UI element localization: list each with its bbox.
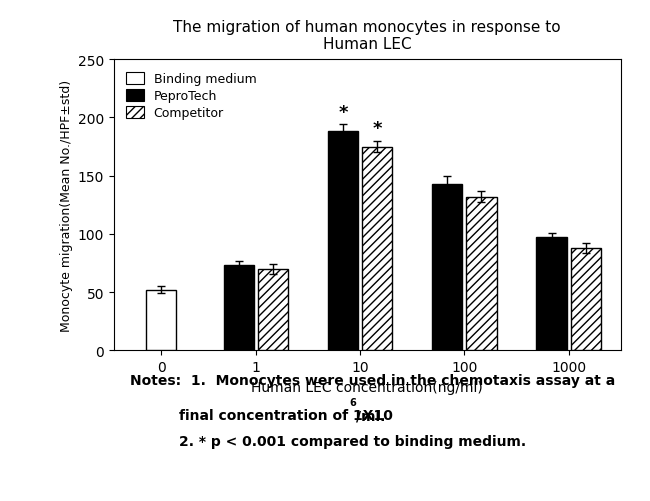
Text: 2. * p < 0.001 compared to binding medium.: 2. * p < 0.001 compared to binding mediu… <box>179 434 526 448</box>
Text: Notes:  1.  Monocytes were used in the chemotaxis assay at a: Notes: 1. Monocytes were used in the che… <box>130 373 616 387</box>
Bar <box>432 184 463 351</box>
Bar <box>224 266 254 351</box>
Bar <box>328 132 358 351</box>
Bar <box>571 248 601 351</box>
Text: /ml.: /ml. <box>356 408 385 422</box>
Text: *: * <box>339 104 348 122</box>
X-axis label: Human LEC concentration(ng/ml): Human LEC concentration(ng/ml) <box>252 380 483 394</box>
Text: *: * <box>372 120 382 138</box>
Bar <box>146 290 176 351</box>
Bar <box>466 197 497 351</box>
Bar <box>362 147 393 351</box>
Title: The migration of human monocytes in response to
Human LEC: The migration of human monocytes in resp… <box>174 20 561 52</box>
Text: 6: 6 <box>349 397 356 407</box>
Legend: Binding medium, PeproTech, Competitor: Binding medium, PeproTech, Competitor <box>120 66 263 126</box>
Bar <box>258 270 288 351</box>
Y-axis label: Monocyte migration(Mean No./HPF±std): Monocyte migration(Mean No./HPF±std) <box>60 80 73 331</box>
Bar <box>536 238 567 351</box>
Text: final concentration of 1X10: final concentration of 1X10 <box>179 408 393 422</box>
